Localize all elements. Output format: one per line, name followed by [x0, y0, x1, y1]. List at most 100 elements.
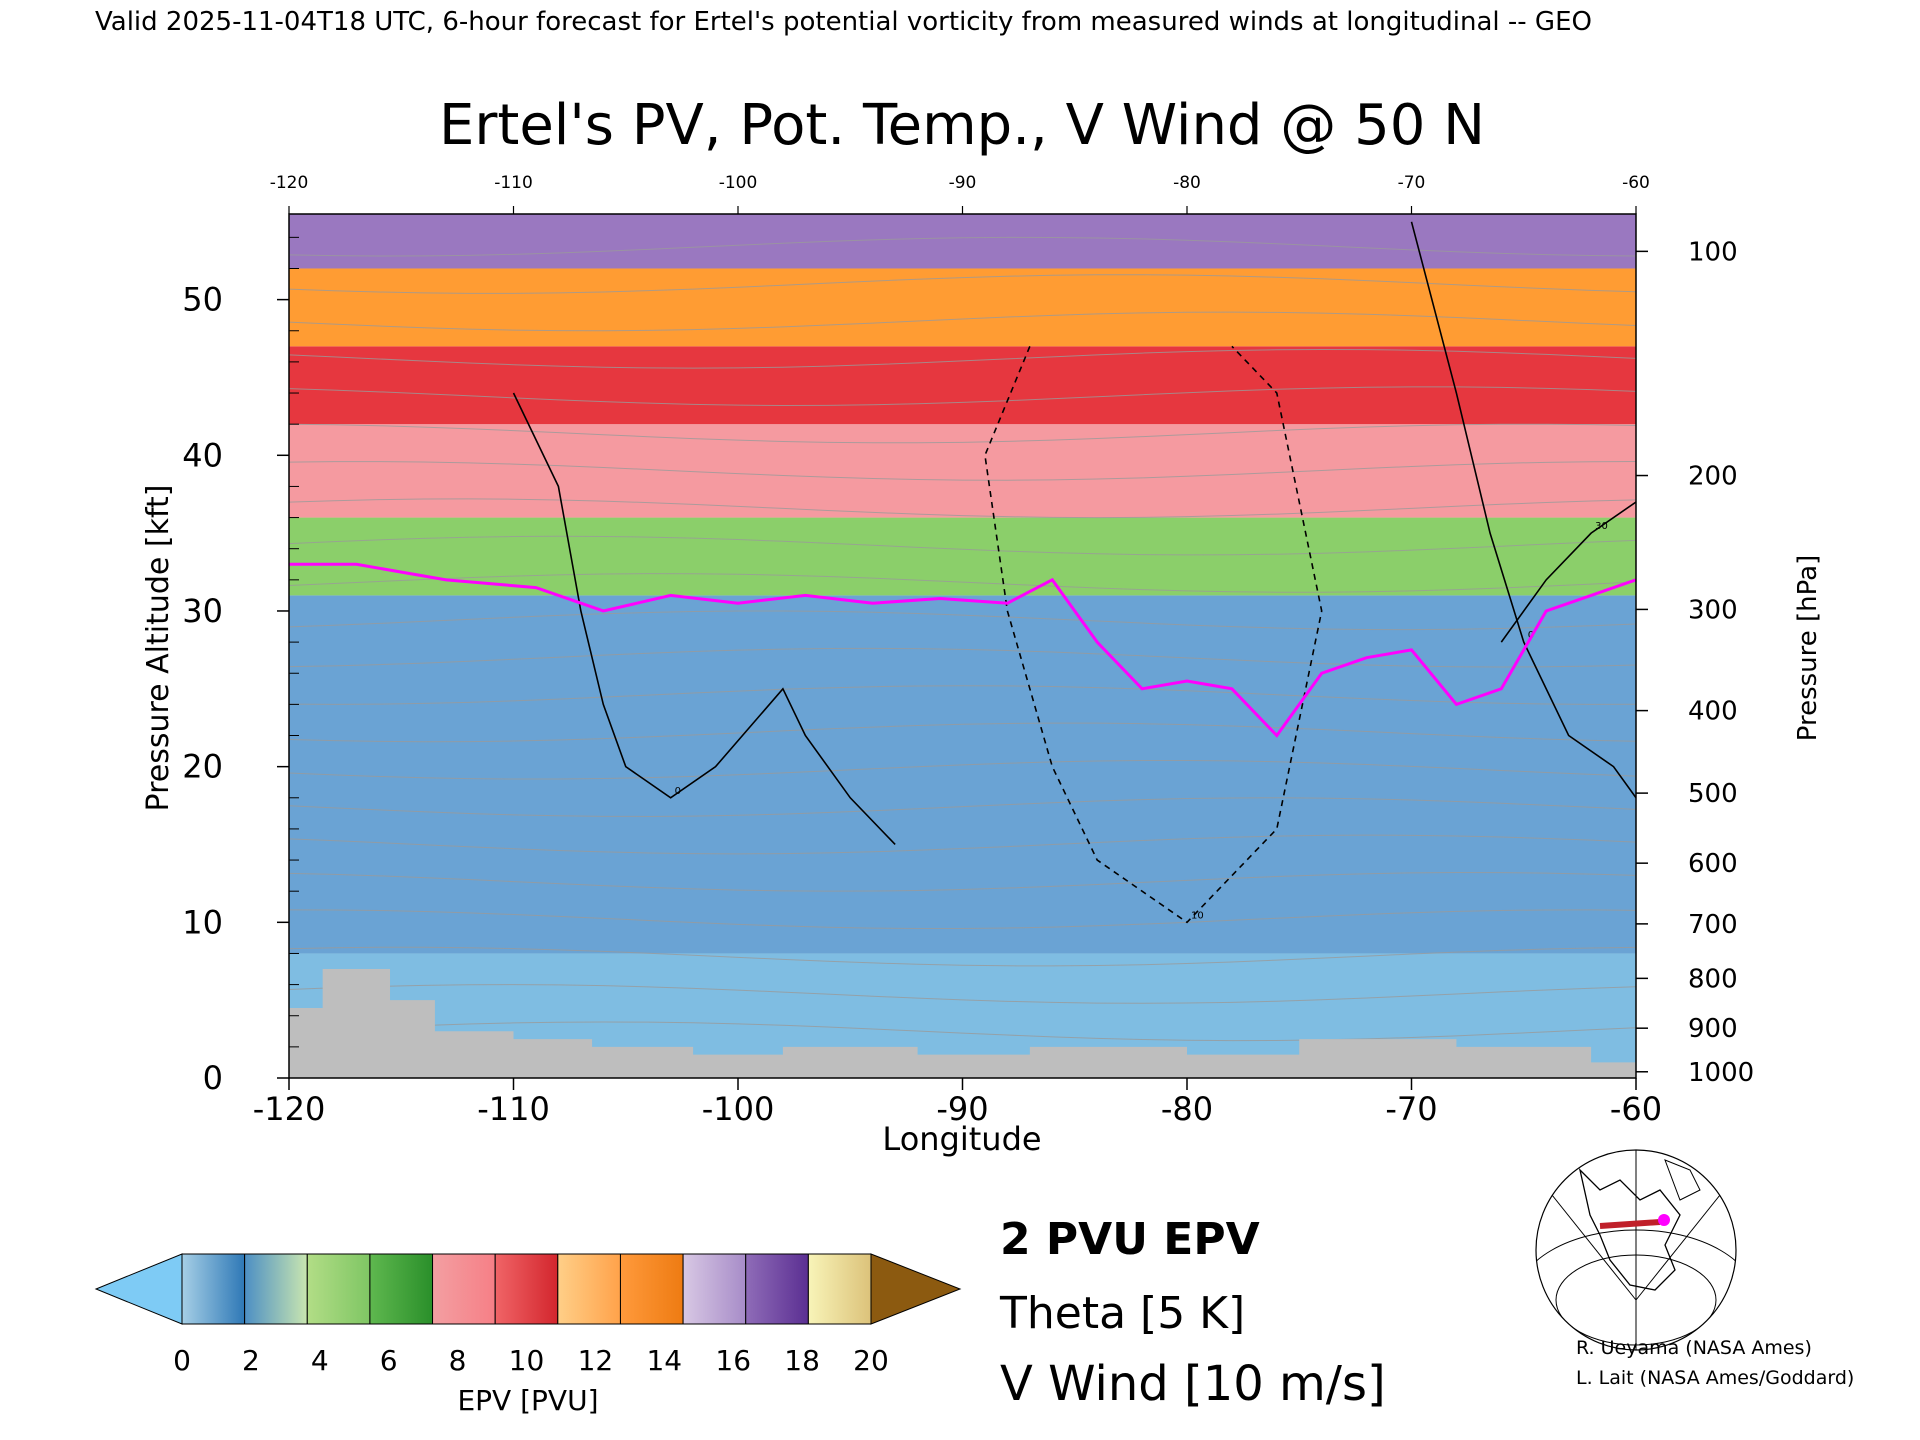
section-marker — [1658, 1214, 1670, 1226]
colorbar-segment-8 — [682, 1253, 747, 1325]
pv-band-3 — [289, 424, 1636, 518]
pressure-tick-label-2: 300 — [1688, 595, 1738, 625]
colorbar-segment-1 — [244, 1253, 308, 1325]
y-tick-label-4: 40 — [182, 436, 223, 474]
x-axis-label: Longitude — [882, 1120, 1041, 1158]
pv-band-6 — [289, 214, 1636, 269]
x-tick-label-0: -120 — [253, 1090, 326, 1128]
theta-line-14 — [289, 498, 1636, 519]
pv-band-1 — [289, 595, 1636, 954]
x-axis-ticks: -120 -110 -100 -90 -80 -70 -60 — [253, 1078, 1662, 1128]
theta-line-15 — [289, 461, 1636, 481]
x-tick-label-3: -90 — [936, 1090, 988, 1128]
x-tick-label-5: -70 — [1385, 1090, 1437, 1128]
top-tick-label-2: -100 — [719, 173, 758, 193]
y-axis-label: Pressure Altitude [kft] — [141, 485, 176, 812]
valid-time-header: Valid 2025-11-04T18 UTC, 6-hour forecast… — [95, 7, 1592, 37]
terrain-mask — [289, 969, 1636, 1078]
colorbar-tick-label-2: 4 — [311, 1344, 329, 1377]
theta-line-2 — [289, 946, 1636, 967]
colorbar-tick-label-5: 10 — [509, 1344, 545, 1377]
pv-band-4 — [289, 346, 1636, 425]
legend: 2 PVU EPV Theta [5 K] V Wind [10 m/s] — [999, 1214, 1386, 1412]
theta-line-18 — [289, 348, 1636, 369]
colorbar-tick-label-7: 14 — [646, 1344, 682, 1377]
y-tick-label-1: 10 — [182, 903, 223, 941]
colorbar-segment-2 — [306, 1253, 371, 1325]
pressure-axis-label: Pressure [hPa] — [1793, 555, 1823, 742]
colorbar-segment-7 — [619, 1253, 684, 1325]
chart-title: Ertel's PV, Pot. Temp., V Wind @ 50 N — [439, 93, 1485, 158]
credit-line-2: L. Lait (NASA Ames/Goddard) — [1576, 1367, 1854, 1389]
colorbar-tick-label-0: 0 — [173, 1344, 191, 1377]
theta-line-3 — [289, 909, 1636, 930]
colorbar-segment-9 — [745, 1253, 809, 1325]
theta-line-7 — [289, 759, 1636, 780]
colorbar-segment-4 — [432, 1253, 496, 1325]
theta-line-16 — [289, 423, 1636, 444]
colorbar-segment-10 — [807, 1253, 872, 1325]
x-tick-label-4: -80 — [1161, 1090, 1213, 1128]
theta-line-19 — [289, 311, 1636, 332]
theta-line-12 — [289, 573, 1636, 593]
colorbar-segment-6 — [557, 1253, 621, 1325]
theta-line-11 — [289, 610, 1636, 631]
top-axis-ticks: -120 -110 -100 -90 -80 -70 -60 — [270, 173, 1650, 214]
colorbar-tick-label-8: 16 — [715, 1344, 751, 1377]
x-tick-label-1: -110 — [477, 1090, 550, 1128]
colorbar-tick-label-9: 18 — [784, 1344, 820, 1377]
theta-line-6 — [289, 797, 1636, 817]
theta-line-20 — [289, 274, 1636, 294]
theta-line-0 — [289, 1021, 1636, 1042]
pressure-tick-label-8: 900 — [1688, 1014, 1738, 1044]
colorbar-tick-label-3: 6 — [380, 1344, 398, 1377]
v-wind-contour-1 — [1410, 221, 1636, 799]
theta-line-4 — [289, 872, 1636, 892]
location-map — [1535, 1149, 1737, 1351]
colorbar-under-arrow — [94, 1253, 183, 1325]
top-tick-label-3: -90 — [949, 173, 977, 193]
x-tick-label-6: -60 — [1610, 1090, 1662, 1128]
pressure-tick-label-7: 800 — [1688, 964, 1738, 994]
colorbar-tick-label-6: 12 — [578, 1344, 614, 1377]
v-wind-contour-label-3: 30 — [1595, 521, 1608, 532]
pressure-tick-label-0: 100 — [1688, 237, 1738, 267]
pressure-axis-ticks: 100 200 300 400 500 600 700 800 900 1000 — [1636, 237, 1754, 1088]
pv-band-5 — [289, 268, 1636, 347]
colorbar-segment-5 — [494, 1253, 559, 1325]
y-tick-label-3: 30 — [182, 592, 223, 630]
y-tick-label-5: 50 — [182, 281, 223, 319]
legend-item-2: V Wind [10 m/s] — [1000, 1356, 1386, 1412]
colorbar-segment-3 — [369, 1253, 434, 1325]
colorbar — [94, 1253, 962, 1325]
tropopause-2pvu-line — [289, 562, 1636, 738]
colorbar-tick-label-4: 8 — [449, 1344, 467, 1377]
colorbar-segment-0 — [181, 1253, 246, 1325]
theta-line-21 — [289, 236, 1636, 257]
v-wind-contour-2 — [984, 345, 1323, 924]
pressure-tick-label-3: 400 — [1688, 697, 1738, 727]
pressure-tick-label-5: 600 — [1688, 849, 1738, 879]
colorbar-ticks: 0 2 4 6 8 10 12 14 16 18 20 — [173, 1344, 889, 1377]
colorbar-label: EPV [PVU] — [457, 1384, 598, 1417]
v-wind-contour-3 — [1500, 501, 1636, 643]
theta-line-8 — [289, 722, 1636, 743]
pv-bands — [289, 214, 1636, 1078]
theta-line-9 — [289, 685, 1636, 705]
colorbar-over-arrow — [870, 1253, 962, 1325]
section-line — [1599, 1219, 1661, 1229]
y-axis-ticks: 0 10 20 30 40 50 — [182, 236, 299, 1097]
top-tick-label-4: -80 — [1173, 173, 1201, 193]
credit-line-1: R. Ueyama (NASA Ames) — [1576, 1337, 1812, 1359]
y-tick-label-0: 0 — [203, 1059, 223, 1097]
theta-line-5 — [289, 834, 1636, 855]
top-tick-label-5: -70 — [1398, 173, 1426, 193]
top-tick-label-1: -110 — [494, 173, 533, 193]
top-tick-label-0: -120 — [270, 173, 309, 193]
theta-contours — [289, 236, 1636, 1042]
legend-item-1: Theta [5 K] — [999, 1288, 1245, 1339]
v-wind-contour-label-0: 0 — [675, 786, 681, 797]
